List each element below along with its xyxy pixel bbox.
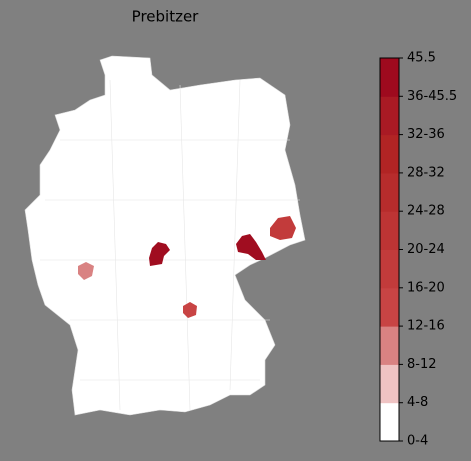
colorbar-segment (380, 402, 399, 442)
colorbar: 0-4 4-8 8-12 12-16 16-20 20-24 24-28 28-32 32-36… (379, 51, 457, 449)
map-title: Prebitzer (132, 8, 200, 26)
colorbar-label: 16-20 (407, 280, 445, 295)
colorbar-segment (380, 364, 399, 404)
colorbar-segment (380, 172, 399, 212)
colorbar-label: 24-28 (407, 204, 445, 219)
region (183, 302, 197, 318)
colorbar-segment (380, 211, 399, 250)
colorbar-label: 32-36 (407, 127, 445, 142)
region (78, 262, 94, 280)
colorbar-label: 20-24 (407, 242, 445, 257)
colorbar-label: 8-12 (407, 357, 437, 372)
region (270, 216, 296, 240)
colorbar-label: 0-4 (407, 434, 428, 449)
colorbar-segment (380, 326, 399, 365)
germany-map (24, 55, 306, 416)
colorbar-segment (380, 287, 399, 327)
colorbar-label: 45.5 (407, 51, 436, 66)
country-outline (24, 55, 306, 416)
colorbar-segment (380, 58, 399, 97)
colorbar-segment (380, 134, 399, 174)
region (236, 234, 266, 260)
colorbar-label: 36-45.5 (407, 89, 457, 104)
colorbar-segment (380, 96, 399, 136)
colorbar-label: 12-16 (407, 319, 445, 334)
region (149, 242, 170, 266)
colorbar-label: 28-32 (407, 165, 445, 180)
colorbar-label: 4-8 (407, 395, 428, 410)
colorbar-segment (380, 249, 399, 289)
